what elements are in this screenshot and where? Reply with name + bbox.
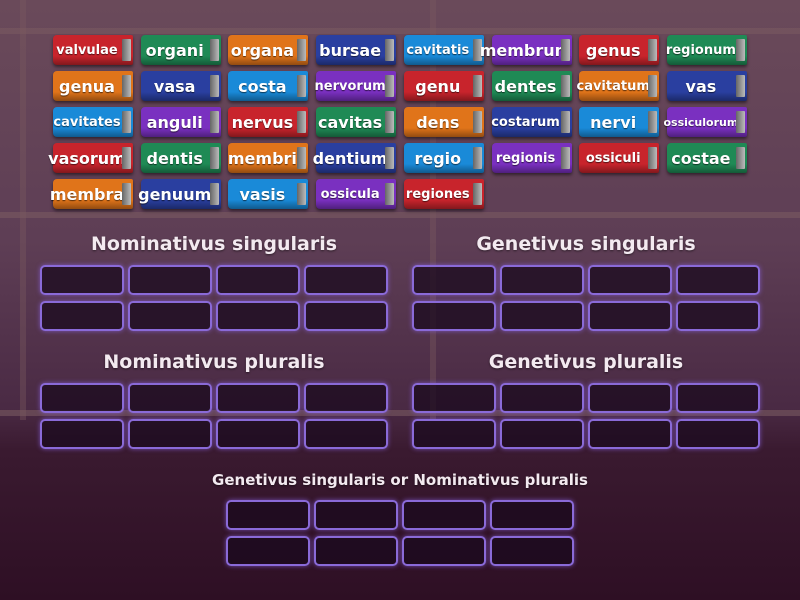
- word-card-vasa[interactable]: vasa: [140, 71, 221, 101]
- drop-slot-group-2[interactable]: [676, 265, 760, 295]
- word-card-membri[interactable]: membri: [228, 143, 308, 173]
- drop-slot-group-4[interactable]: [500, 419, 584, 449]
- drop-slot-group-5[interactable]: [226, 536, 310, 566]
- shelf-divider: [20, 0, 26, 420]
- word-card-cavitates[interactable]: cavitates: [53, 107, 133, 137]
- word-card-ossiculorum[interactable]: ossiculorum: [663, 107, 747, 137]
- drop-slot-group-5[interactable]: [226, 500, 310, 530]
- group-title-gen-sing: Genetivus singularis: [476, 233, 696, 255]
- drop-slot-group-1[interactable]: [304, 301, 388, 331]
- drop-slot-group-3[interactable]: [216, 419, 300, 449]
- drop-slot-group-4[interactable]: [676, 383, 760, 413]
- word-card-membra[interactable]: membra: [50, 179, 133, 209]
- group-title-nom-sing: Nominativus singularis: [90, 233, 338, 255]
- shelf: [0, 28, 800, 34]
- word-card-cavitatum[interactable]: cavitatum: [576, 71, 659, 101]
- word-card-genus[interactable]: genus: [579, 35, 659, 65]
- drop-slot-group-2[interactable]: [588, 301, 672, 331]
- drop-slot-group-1[interactable]: [216, 265, 300, 295]
- word-card-organi[interactable]: organi: [140, 35, 221, 65]
- word-card-ossicula[interactable]: ossicula: [316, 179, 396, 209]
- word-card-cavitas[interactable]: cavitas: [316, 107, 396, 137]
- drop-slot-group-5[interactable]: [490, 500, 574, 530]
- word-card-dentes[interactable]: dentes: [491, 71, 572, 101]
- drop-slot-group-4[interactable]: [412, 383, 496, 413]
- drop-slot-group-5[interactable]: [490, 536, 574, 566]
- drop-slot-group-4[interactable]: [588, 383, 672, 413]
- word-card-dentium[interactable]: dentium: [313, 143, 396, 173]
- word-card-vasis[interactable]: vasis: [228, 179, 308, 209]
- drop-slot-group-1[interactable]: [128, 265, 212, 295]
- word-card-organa[interactable]: organa: [228, 35, 308, 65]
- drop-slot-group-1[interactable]: [128, 301, 212, 331]
- group-title-gen-sing-or-nom-plur: Genetivus singularis or Nominativus plur…: [212, 471, 588, 489]
- word-card-regio[interactable]: regio: [403, 143, 484, 173]
- drop-slot-group-4[interactable]: [500, 383, 584, 413]
- word-card-nervorum[interactable]: nervorum: [315, 71, 396, 101]
- group-title-gen-plur: Genetivus pluralis: [488, 351, 684, 373]
- drop-slot-group-2[interactable]: [412, 265, 496, 295]
- group-title-nom-plur: Nominativus pluralis: [103, 351, 325, 373]
- word-card-ossiculi[interactable]: ossiculi: [579, 143, 659, 173]
- drop-slot-group-2[interactable]: [412, 301, 496, 331]
- drop-slot-group-2[interactable]: [676, 301, 760, 331]
- word-card-dentis[interactable]: dentis: [140, 143, 221, 173]
- shelf-divider: [430, 0, 436, 420]
- word-card-regiones[interactable]: regiones: [403, 179, 484, 209]
- drop-slot-group-2[interactable]: [500, 301, 584, 331]
- word-card-bursae[interactable]: bursae: [316, 35, 396, 65]
- word-card-regionum[interactable]: regionum: [666, 35, 747, 65]
- shelf: [0, 212, 800, 218]
- word-card-genuum[interactable]: genuum: [138, 179, 221, 209]
- drop-slot-group-5[interactable]: [314, 500, 398, 530]
- drop-slot-group-3[interactable]: [128, 419, 212, 449]
- drop-slot-group-1[interactable]: [304, 265, 388, 295]
- drop-slot-group-3[interactable]: [304, 419, 388, 449]
- drop-slot-group-2[interactable]: [500, 265, 584, 295]
- drop-slot-group-1[interactable]: [216, 301, 300, 331]
- drop-slot-group-4[interactable]: [588, 419, 672, 449]
- word-card-membrum[interactable]: membrum: [480, 35, 572, 65]
- drop-slot-group-1[interactable]: [40, 265, 124, 295]
- shelf: [0, 410, 800, 416]
- drop-slot-group-3[interactable]: [128, 383, 212, 413]
- word-card-anguli[interactable]: anguli: [140, 107, 221, 137]
- word-card-valvulae[interactable]: valvulae: [53, 35, 133, 65]
- drop-slot-group-3[interactable]: [40, 419, 124, 449]
- drop-slot-group-5[interactable]: [402, 536, 486, 566]
- word-card-nervi[interactable]: nervi: [579, 107, 659, 137]
- drop-slot-group-1[interactable]: [40, 301, 124, 331]
- drop-slot-group-2[interactable]: [588, 265, 672, 295]
- drop-slot-group-5[interactable]: [314, 536, 398, 566]
- drop-slot-group-3[interactable]: [216, 383, 300, 413]
- word-card-costae[interactable]: costae: [666, 143, 747, 173]
- word-card-costarum[interactable]: costarum: [491, 107, 572, 137]
- word-card-vasorum[interactable]: vasorum: [48, 143, 133, 173]
- word-card-nervus[interactable]: nervus: [228, 107, 308, 137]
- word-card-vas[interactable]: vas: [666, 71, 747, 101]
- word-card-genu[interactable]: genu: [403, 71, 484, 101]
- drop-slot-group-3[interactable]: [304, 383, 388, 413]
- drop-slot-group-4[interactable]: [412, 419, 496, 449]
- word-card-cavitatis[interactable]: cavitatis: [403, 35, 484, 65]
- drop-slot-group-5[interactable]: [402, 500, 486, 530]
- drop-slot-group-4[interactable]: [676, 419, 760, 449]
- word-card-regionis[interactable]: regionis: [491, 143, 572, 173]
- word-card-genua[interactable]: genua: [53, 71, 133, 101]
- word-card-costa[interactable]: costa: [228, 71, 308, 101]
- word-card-dens[interactable]: dens: [403, 107, 484, 137]
- drop-slot-group-3[interactable]: [40, 383, 124, 413]
